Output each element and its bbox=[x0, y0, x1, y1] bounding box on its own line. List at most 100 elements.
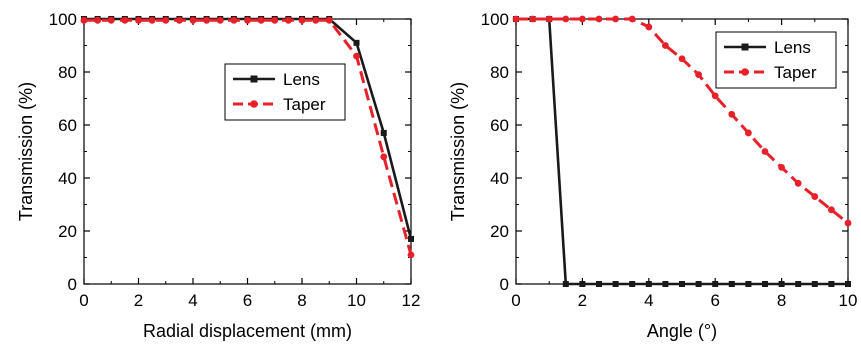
data-point bbox=[695, 71, 702, 79]
x-tick-label: 8 bbox=[777, 291, 786, 310]
x-tick-label: 4 bbox=[188, 291, 197, 310]
data-point bbox=[353, 52, 360, 60]
x-tick-label: 6 bbox=[243, 291, 252, 310]
x-tick-label: 8 bbox=[297, 291, 306, 310]
x-tick-label: 0 bbox=[511, 291, 520, 310]
data-point bbox=[545, 15, 553, 23]
series-taper bbox=[512, 15, 852, 227]
legend-box bbox=[715, 31, 837, 89]
data-point bbox=[312, 16, 320, 24]
data-point bbox=[612, 281, 619, 287]
y-tick-label: 80 bbox=[490, 63, 509, 82]
x-tick-label: 10 bbox=[347, 291, 366, 310]
series-lens bbox=[81, 16, 414, 242]
legend-marker-lens bbox=[741, 43, 749, 51]
legend-label-lens: Lens bbox=[283, 70, 320, 89]
data-point bbox=[579, 15, 586, 23]
data-point bbox=[284, 16, 292, 24]
data-point bbox=[662, 281, 669, 287]
data-point bbox=[407, 251, 415, 259]
y-tick-label: 60 bbox=[58, 116, 77, 135]
data-point bbox=[512, 15, 520, 23]
data-point bbox=[121, 16, 129, 24]
legend-box bbox=[224, 63, 346, 121]
data-point bbox=[728, 281, 735, 287]
data-point bbox=[257, 16, 265, 24]
data-point bbox=[162, 16, 170, 24]
x-tick-label: 12 bbox=[402, 291, 421, 310]
data-point bbox=[728, 111, 736, 118]
chart-1: 0 2 4 6 8 10 12 0 20 40 60 80 100 Radial displacement… bbox=[16, 10, 420, 341]
data-point bbox=[811, 193, 819, 200]
y-tick-label: 40 bbox=[490, 169, 509, 188]
y-tick-label: 100 bbox=[481, 10, 509, 29]
data-point bbox=[271, 16, 279, 24]
data-point bbox=[778, 164, 785, 171]
data-point bbox=[353, 39, 360, 46]
series-line-taper bbox=[84, 18, 413, 256]
data-point bbox=[662, 42, 669, 49]
data-point bbox=[325, 16, 333, 24]
data-point bbox=[711, 92, 719, 100]
data-point bbox=[579, 281, 586, 287]
data-point bbox=[778, 281, 785, 287]
y-axis-title: Transmission (%) bbox=[16, 82, 36, 221]
data-point bbox=[408, 235, 414, 242]
data-point bbox=[189, 16, 197, 24]
data-point bbox=[629, 281, 636, 287]
data-point bbox=[628, 15, 636, 23]
data-point bbox=[529, 15, 536, 23]
data-point bbox=[695, 281, 702, 287]
legend-marker-taper bbox=[250, 100, 258, 108]
data-point bbox=[645, 23, 653, 31]
data-point bbox=[596, 281, 602, 287]
legend: Lens Taper bbox=[224, 63, 346, 121]
data-point bbox=[612, 15, 619, 23]
y-tick-label: 0 bbox=[68, 275, 77, 294]
legend: Lens Taper bbox=[715, 31, 837, 89]
legend-label-taper: Taper bbox=[283, 95, 326, 114]
series-taper bbox=[80, 16, 415, 259]
legend-marker-lens bbox=[250, 75, 258, 83]
data-point bbox=[811, 281, 818, 287]
x-tick-label: 2 bbox=[578, 291, 587, 310]
data-point bbox=[761, 148, 769, 155]
data-point bbox=[794, 179, 802, 187]
y-tick-label: 80 bbox=[58, 63, 77, 82]
data-point bbox=[230, 16, 238, 24]
data-point bbox=[298, 16, 306, 24]
y-axis-title: Transmission (%) bbox=[448, 82, 468, 221]
data-point bbox=[380, 129, 387, 136]
data-point bbox=[762, 281, 768, 287]
legend-marker-taper bbox=[741, 68, 749, 76]
data-point bbox=[203, 16, 211, 24]
data-point bbox=[80, 16, 88, 24]
series-line-lens bbox=[84, 17, 413, 240]
y-tick-label: 100 bbox=[49, 10, 77, 29]
data-point bbox=[595, 15, 603, 23]
data-point bbox=[148, 16, 156, 24]
data-point bbox=[645, 281, 652, 287]
data-point bbox=[745, 129, 752, 137]
data-point bbox=[562, 15, 570, 23]
data-point bbox=[712, 281, 719, 287]
x-axis-title: Angle (°) bbox=[647, 321, 717, 341]
y-tick-label: 60 bbox=[490, 116, 509, 135]
data-point bbox=[795, 281, 802, 287]
data-point bbox=[679, 281, 685, 287]
data-point bbox=[562, 281, 569, 287]
data-point bbox=[175, 16, 183, 24]
x-tick-label: 10 bbox=[839, 291, 858, 310]
x-axis-title: Radial displacement (mm) bbox=[143, 321, 352, 341]
data-point bbox=[244, 16, 251, 24]
data-point bbox=[844, 219, 852, 227]
data-point bbox=[678, 55, 686, 63]
legend-label-lens: Lens bbox=[774, 38, 811, 57]
y-tick-label: 0 bbox=[500, 275, 509, 294]
x-tick-label: 4 bbox=[644, 291, 653, 310]
y-tick-label: 20 bbox=[58, 222, 77, 241]
data-point bbox=[745, 281, 752, 287]
data-point bbox=[845, 281, 851, 287]
